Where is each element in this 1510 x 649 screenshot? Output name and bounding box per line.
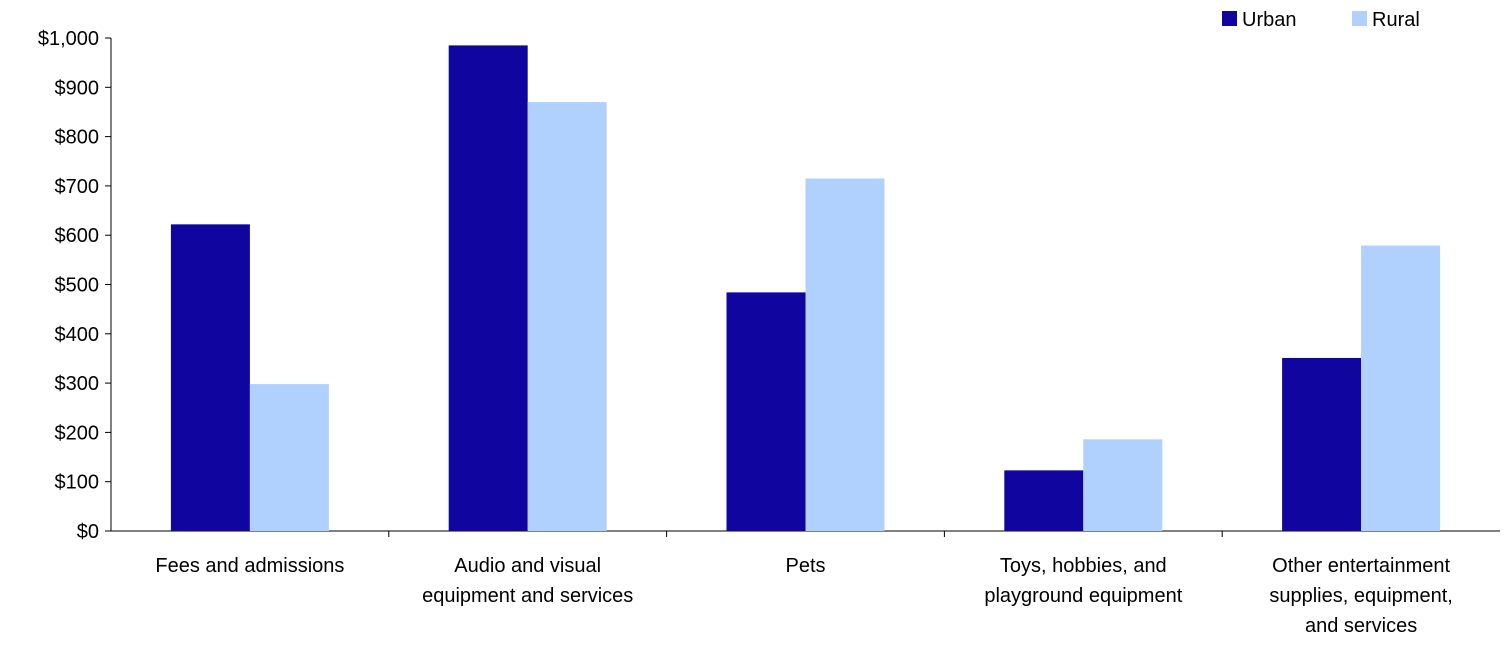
bar-rural-2 — [805, 178, 885, 531]
category-label: Fees and admissions — [155, 555, 344, 577]
bar-urban-0 — [170, 224, 250, 531]
legend-swatch-rural — [1352, 11, 1367, 26]
bar-urban-1 — [448, 45, 528, 532]
category-labels: Fees and admissions Audio and visual equip… — [155, 555, 1452, 637]
y-tick-label: $900 — [55, 77, 100, 99]
legend-label-urban: Urban — [1242, 9, 1296, 31]
y-tick-label: $700 — [55, 176, 100, 198]
y-tick-label: $200 — [55, 422, 100, 444]
category-label: Audio and visual equipment and services — [422, 555, 633, 607]
y-tick-label: $400 — [55, 324, 100, 346]
bar-rural-3 — [1083, 439, 1163, 531]
category-label: Toys, hobbies, and playground equipment — [984, 555, 1182, 607]
bars — [170, 45, 1441, 532]
bar-urban-2 — [726, 292, 806, 531]
legend: Urban Rural — [1222, 9, 1420, 31]
bar-rural-1 — [527, 102, 607, 531]
bar-rural-4 — [1361, 245, 1441, 532]
legend-swatch-urban — [1222, 11, 1237, 26]
y-tick-label: $0 — [77, 521, 99, 543]
y-tick-label: $500 — [55, 275, 100, 297]
category-label: Pets — [785, 555, 825, 577]
y-tick-label: $300 — [55, 373, 100, 395]
bar-urban-3 — [1004, 470, 1084, 531]
y-tick-label: $800 — [55, 127, 100, 149]
y-tick-label: $1,000 — [38, 28, 99, 50]
y-tick-label: $600 — [55, 225, 100, 247]
y-tick-labels: $0 $100 $200 $300 $400 $500 $600 $700 $800 $900 $1… — [38, 28, 99, 543]
legend-label-rural: Rural — [1372, 9, 1420, 31]
bar-urban-4 — [1282, 357, 1362, 531]
bar-rural-0 — [249, 384, 329, 531]
y-tick-label: $100 — [55, 472, 100, 494]
category-label: Other entertainment supplies, equipment, a… — [1269, 555, 1452, 637]
